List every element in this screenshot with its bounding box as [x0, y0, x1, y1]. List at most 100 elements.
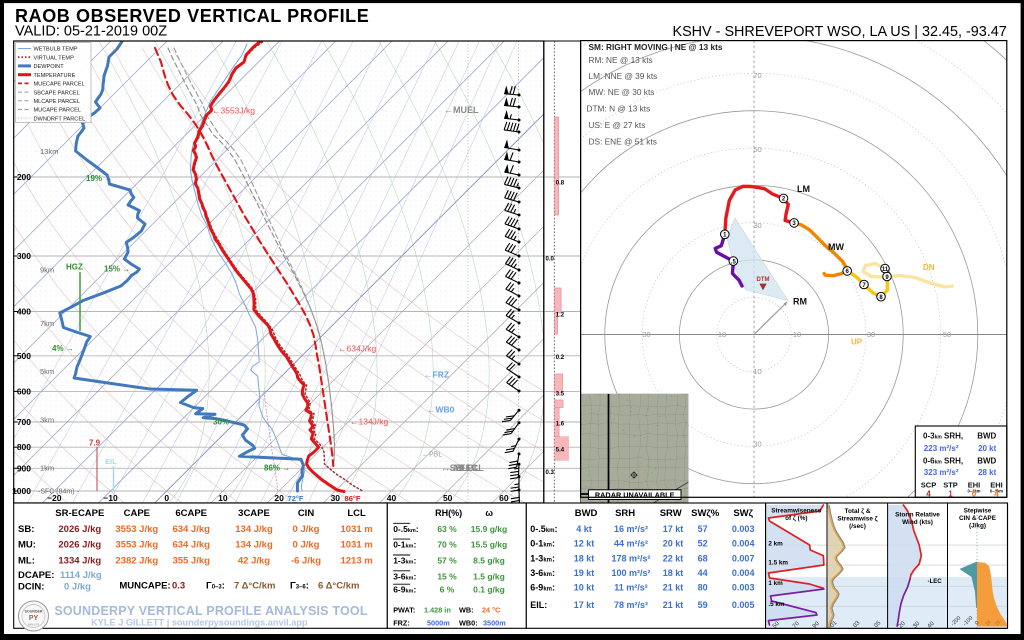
- svg-text:300: 300: [17, 251, 31, 261]
- svg-text:223 m²/s²: 223 m²/s²: [924, 444, 959, 453]
- svg-text:0.1 g/kg: 0.1 g/kg: [473, 585, 505, 595]
- svg-text:70: 70: [753, 71, 761, 80]
- svg-text:1031 m: 1031 m: [340, 524, 372, 535]
- svg-text:KYLE J GILLETT | sounderpysoun: KYLE J GILLETT | sounderpysoundings.anvi…: [91, 618, 308, 628]
- svg-text:.5 km: .5 km: [768, 601, 785, 608]
- svg-text:0.2: 0.2: [556, 355, 565, 361]
- svg-text:LM: LM: [797, 184, 810, 194]
- svg-text:0.005: 0.005: [732, 600, 755, 610]
- svg-text:20 kt: 20 kt: [663, 539, 684, 549]
- svg-text:0.3: 0.3: [546, 470, 555, 476]
- svg-text:PY: PY: [29, 615, 39, 622]
- svg-text:18 kt: 18 kt: [574, 553, 595, 563]
- svg-text:(/sec): (/sec): [849, 523, 866, 530]
- svg-text:7: 7: [862, 283, 866, 289]
- svg-text:1000: 1000: [12, 486, 31, 496]
- svg-text:WB:: WB:: [459, 606, 474, 615]
- svg-text:.01: .01: [828, 620, 839, 631]
- svg-text:9: 9: [885, 275, 889, 281]
- svg-text:2382 J/kg: 2382 J/kg: [115, 556, 158, 567]
- svg-text:80: 80: [698, 583, 708, 593]
- svg-text:178 m²/s²: 178 m²/s²: [611, 553, 650, 563]
- svg-text:1.5 g/kg: 1.5 g/kg: [473, 571, 505, 581]
- svg-text:40: 40: [387, 493, 397, 503]
- svg-text:EIL:: EIL:: [530, 600, 547, 610]
- svg-text:63 %: 63 %: [437, 524, 457, 534]
- svg-text:500: 500: [17, 351, 31, 361]
- svg-text:20: 20: [898, 620, 907, 629]
- svg-text:634 J/kg: 634 J/kg: [172, 524, 210, 535]
- svg-text:UP: UP: [851, 338, 863, 347]
- svg-text:WETBULB TEMP: WETBULB TEMP: [34, 47, 78, 53]
- svg-text:-LEC: -LEC: [928, 579, 943, 585]
- svg-text:6-9km:: 6-9km:: [393, 585, 416, 595]
- svg-text:70: 70: [792, 620, 801, 629]
- svg-text:0-.5km:: 0-.5km:: [393, 524, 419, 534]
- svg-text:0.004: 0.004: [732, 539, 755, 549]
- svg-text:30: 30: [867, 330, 875, 339]
- svg-text:44 m²/s²: 44 m²/s²: [614, 539, 648, 549]
- svg-text:11 m²/s²: 11 m²/s²: [614, 583, 648, 593]
- svg-text:2: 2: [782, 197, 786, 203]
- svg-text:57 %: 57 %: [437, 556, 457, 566]
- svg-text:50: 50: [772, 620, 781, 629]
- svg-text:3-6km:: 3-6km:: [530, 568, 555, 578]
- svg-text:400: 400: [17, 307, 31, 317]
- svg-text:SRH: SRH: [615, 508, 635, 519]
- svg-text:0: 0: [974, 620, 980, 626]
- svg-text:BWD: BWD: [977, 432, 996, 441]
- svg-text:900: 900: [17, 463, 31, 473]
- svg-text:CIN: CIN: [298, 508, 315, 519]
- svg-text:1213 m: 1213 m: [340, 556, 372, 567]
- svg-text:6 Δ°C/km: 6 Δ°C/km: [318, 580, 359, 591]
- svg-text:20 kt: 20 kt: [978, 444, 997, 453]
- svg-text:VIRTUAL TEMP: VIRTUAL TEMP: [34, 55, 75, 61]
- svg-text:1334 J/kg: 1334 J/kg: [58, 556, 101, 567]
- svg-text:16 m²/s²: 16 m²/s²: [614, 524, 648, 534]
- svg-text:←FRZ: ←FRZ: [424, 370, 449, 380]
- svg-text:11: 11: [882, 267, 889, 273]
- svg-text:4 kt: 4 kt: [576, 524, 592, 534]
- svg-text:BWD: BWD: [977, 456, 996, 465]
- svg-text:SOUNDERPY VERTICAL PROFILE ANA: SOUNDERPY VERTICAL PROFILE ANALYSIS TOOL: [54, 604, 368, 618]
- svg-text:−20: −20: [47, 493, 62, 503]
- svg-text:4: 4: [994, 490, 999, 499]
- svg-text:6: 6: [846, 269, 850, 275]
- svg-text:2026 J/kg: 2026 J/kg: [58, 540, 101, 551]
- svg-text:15 %: 15 %: [437, 571, 457, 581]
- svg-text:0.004: 0.004: [732, 568, 755, 578]
- svg-text:-6 J/kg: -6 J/kg: [291, 556, 321, 567]
- svg-text:BWD: BWD: [575, 508, 598, 519]
- svg-text:←WB0: ←WB0: [427, 405, 455, 415]
- svg-text:28 kt: 28 kt: [978, 468, 997, 477]
- svg-text:0 J/kg: 0 J/kg: [293, 540, 320, 551]
- svg-text:8: 8: [879, 295, 883, 301]
- svg-text:20: 20: [274, 493, 284, 503]
- svg-text:59: 59: [698, 600, 708, 610]
- svg-text:22 kt: 22 kt: [663, 553, 684, 563]
- svg-text:CAPE: CAPE: [124, 508, 150, 519]
- svg-text:0-.5km:: 0-.5km:: [530, 524, 557, 534]
- svg-text:Storm Relative: Storm Relative: [895, 512, 940, 519]
- svg-text:ML:: ML:: [18, 556, 35, 567]
- svg-text:4: 4: [926, 490, 931, 499]
- svg-text:.5: .5: [731, 259, 737, 265]
- svg-text:WB0:: WB0:: [459, 618, 478, 627]
- svg-text:SWζ: SWζ: [733, 508, 753, 519]
- svg-text:MU:: MU:: [18, 540, 36, 551]
- svg-text:3km: 3km: [40, 416, 54, 425]
- svg-text:RADAR UNAVAILABLE: RADAR UNAVAILABLE: [595, 491, 675, 500]
- svg-text:0 J/kg: 0 J/kg: [293, 524, 320, 535]
- svg-text:30: 30: [642, 330, 650, 339]
- svg-text:SR-ECAPE: SR-ECAPE: [55, 508, 104, 519]
- svg-text:44: 44: [698, 568, 708, 578]
- svg-text:0 J/kg: 0 J/kg: [64, 581, 91, 592]
- svg-text:3553 J/kg: 3553 J/kg: [115, 540, 158, 551]
- svg-text:50: 50: [943, 330, 951, 339]
- svg-text:7.9: 7.9: [89, 439, 101, 448]
- svg-text:0-1km:: 0-1km:: [530, 539, 555, 549]
- svg-text:17 kt: 17 kt: [663, 524, 684, 534]
- svg-text:0.003: 0.003: [732, 583, 755, 593]
- svg-text:78 m²/s²: 78 m²/s²: [614, 600, 648, 610]
- svg-text:MW: NE @ 30 kts: MW: NE @ 30 kts: [589, 87, 655, 97]
